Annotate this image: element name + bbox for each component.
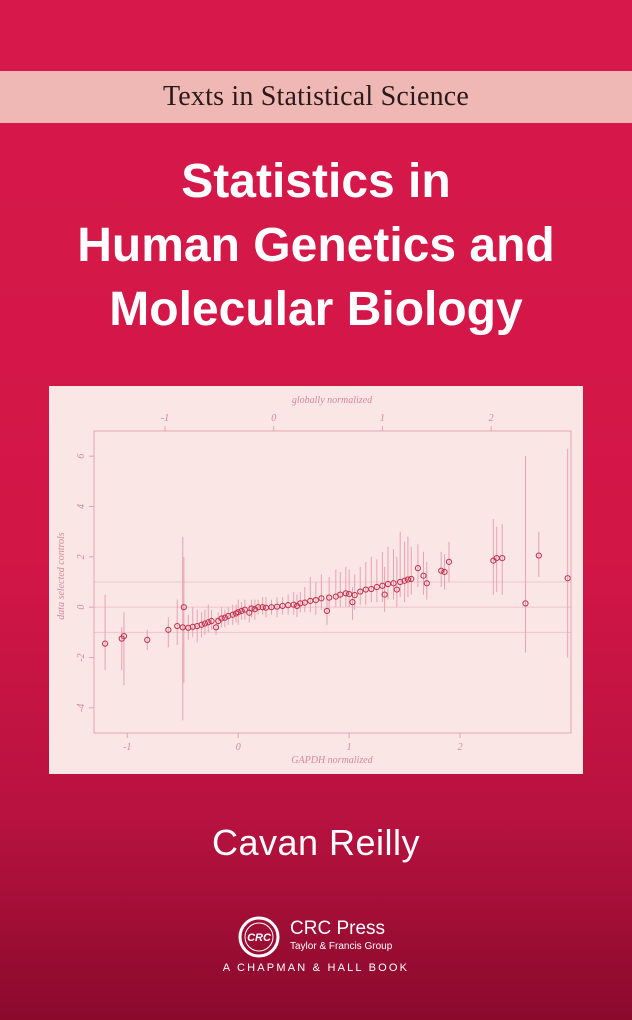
- data-point: [401, 577, 408, 584]
- data-point: [259, 604, 266, 611]
- data-point: [189, 623, 196, 630]
- data-point: [248, 605, 255, 612]
- book-title: Statistics in Human Genetics and Molecul…: [0, 150, 632, 342]
- data-point: [323, 607, 331, 615]
- data-point: [408, 575, 415, 583]
- scatter-plot-svg: -1 0 1 2 -1 0 1 2 -4 -2 0 2 4 6 globally normalized G…: [56, 395, 572, 766]
- series-name: Texts in Statistical Science: [162, 81, 470, 112]
- publisher-name: CRC Press: [290, 918, 386, 939]
- data-point: [357, 588, 364, 595]
- data-point: [420, 572, 427, 579]
- x2-tick-label: 0: [271, 413, 276, 424]
- data-point: [312, 597, 319, 604]
- data-point: [373, 583, 380, 591]
- y-tick-label: -2: [76, 653, 87, 661]
- data-point: [238, 607, 245, 615]
- data-point: [241, 606, 248, 613]
- data-point: [290, 601, 297, 608]
- data-point: [337, 591, 344, 598]
- data-point: [218, 615, 225, 622]
- data-point: [349, 599, 356, 606]
- data-point: [318, 595, 325, 602]
- data-point: [185, 624, 192, 631]
- data-point: [438, 567, 445, 574]
- data-point: [201, 620, 209, 627]
- data-point: [368, 585, 375, 593]
- interval-lines: [104, 448, 569, 721]
- title-line: Human Genetics and: [77, 219, 555, 272]
- plot-frame: [93, 430, 572, 734]
- axes: -1 0 1 2 -1 0 1 2 -4 -2 0 2 4 6: [76, 413, 572, 753]
- x-tick-label: 2: [458, 742, 463, 753]
- data-point: [235, 609, 242, 616]
- publisher-block: CRC CRC Press Taylor & Francis Group A C…: [0, 910, 632, 1000]
- data-point: [297, 600, 304, 607]
- y-tick-label: -4: [76, 704, 87, 712]
- data-point: [144, 636, 151, 643]
- data-point: [499, 554, 506, 562]
- data-point: [251, 606, 258, 613]
- cover-plot: -1 0 1 2 -1 0 1 2 -4 -2 0 2 4 6 globally normalized G…: [49, 386, 583, 774]
- data-point: [390, 580, 397, 587]
- x-tick-label: 0: [236, 742, 241, 753]
- data-point: [379, 582, 386, 589]
- title-line: Molecular Biology: [109, 283, 523, 336]
- y-tick-label: 2: [76, 554, 87, 559]
- data-point: [198, 621, 205, 628]
- y-tick-label: 6: [76, 454, 87, 459]
- data-point: [101, 640, 109, 647]
- data-point: [346, 590, 353, 598]
- crc-press-logo-icon: CRC: [238, 916, 280, 958]
- publisher-group: Taylor & Francis Group: [290, 941, 393, 952]
- title-line: Statistics in: [181, 155, 451, 208]
- data-point: [208, 617, 215, 625]
- data-point: [212, 624, 220, 631]
- data-point: [535, 552, 542, 559]
- y-axis-label: data selected controls: [56, 532, 67, 619]
- x2-tick-label: 1: [380, 413, 385, 424]
- data-point: [351, 591, 358, 599]
- x2-tick-label: 2: [489, 413, 494, 424]
- logo-text: CRC: [247, 932, 272, 944]
- data-point: [205, 619, 212, 626]
- data-point: [423, 580, 430, 587]
- top-axis-label: globally normalized: [292, 395, 373, 406]
- data-point: [393, 586, 400, 593]
- reference-lines: [94, 581, 571, 633]
- x-tick-label: -1: [123, 742, 131, 753]
- data-point: [301, 599, 308, 606]
- data-point: [445, 558, 453, 565]
- data-point: [120, 633, 128, 640]
- data-point: [229, 611, 236, 618]
- imprint-line: A CHAPMAN & HALL BOOK: [222, 962, 410, 974]
- data-point: [564, 575, 571, 582]
- data-point: [522, 600, 529, 607]
- data-point: [342, 590, 349, 597]
- data-point: [221, 614, 228, 621]
- series-banner: Texts in Statistical Science: [0, 71, 632, 123]
- data-point: [441, 568, 448, 576]
- data-point: [180, 604, 187, 611]
- data-points: [101, 552, 571, 647]
- data-point: [326, 594, 333, 601]
- x2-tick-label: -1: [161, 413, 169, 424]
- data-point: [174, 622, 181, 630]
- data-point: [414, 565, 422, 572]
- data-point: [165, 626, 172, 633]
- data-point: [404, 576, 412, 583]
- x-tick-label: 1: [347, 742, 352, 753]
- y-tick-label: 0: [76, 605, 87, 610]
- y-tick-label: 4: [76, 504, 87, 509]
- bottom-axis-label: GAPDH normalized: [291, 755, 373, 766]
- author-name: Cavan Reilly: [211, 822, 421, 863]
- data-point: [255, 604, 262, 611]
- data-point: [381, 591, 388, 598]
